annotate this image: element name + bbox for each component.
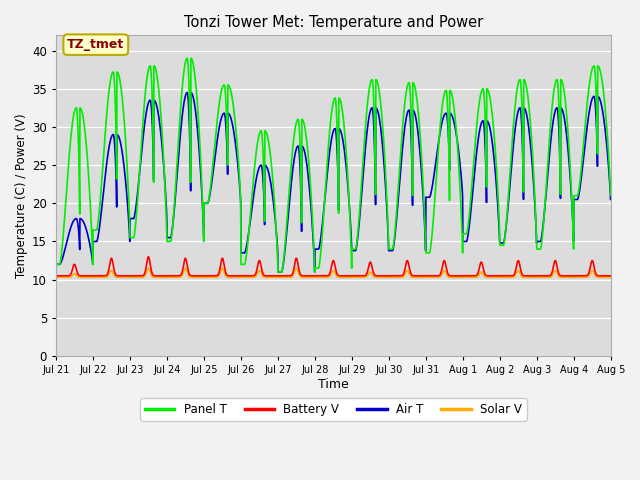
Air T (274, 269, 282, 275)
Battery V (52, 273, 60, 279)
Text: TZ_tmet: TZ_tmet (67, 38, 124, 51)
Y-axis label: Temperature (C) / Power (V): Temperature (C) / Power (V) (15, 113, 28, 278)
Battery V (397, 273, 404, 279)
Solar V (397, 275, 404, 280)
Battery V (204, 273, 211, 279)
Air T (156, 118, 163, 123)
Air T (187, 90, 195, 96)
Line: Solar V: Solar V (56, 268, 611, 277)
Panel T (499, 242, 506, 248)
Panel T (397, 145, 405, 151)
Line: Air T: Air T (56, 93, 611, 272)
Battery V (607, 273, 614, 279)
Panel T (204, 201, 211, 206)
Panel T (52, 262, 60, 267)
Panel T (156, 93, 163, 98)
Battery V (339, 273, 347, 279)
Solar V (204, 275, 211, 280)
Solar V (145, 265, 152, 271)
Solar V (52, 275, 60, 280)
Air T (397, 163, 405, 168)
Battery V (156, 273, 163, 279)
Air T (52, 262, 60, 267)
Solar V (583, 275, 591, 280)
Air T (583, 125, 591, 131)
Air T (607, 197, 614, 203)
Panel T (339, 114, 347, 120)
Battery V (583, 273, 591, 278)
Panel T (583, 103, 591, 109)
Title: Tonzi Tower Met: Temperature and Power: Tonzi Tower Met: Temperature and Power (184, 15, 483, 30)
Battery V (499, 273, 506, 279)
Legend: Panel T, Battery V, Air T, Solar V: Panel T, Battery V, Air T, Solar V (140, 398, 527, 420)
Solar V (156, 275, 163, 280)
X-axis label: Time: Time (318, 378, 349, 391)
Line: Panel T: Panel T (56, 58, 611, 272)
Line: Battery V: Battery V (56, 257, 611, 276)
Panel T (187, 55, 195, 61)
Solar V (499, 275, 506, 280)
Battery V (145, 254, 152, 260)
Air T (499, 240, 506, 246)
Air T (204, 201, 211, 206)
Solar V (339, 275, 347, 280)
Panel T (607, 193, 614, 199)
Panel T (274, 269, 282, 275)
Air T (339, 139, 347, 145)
Solar V (607, 275, 614, 280)
